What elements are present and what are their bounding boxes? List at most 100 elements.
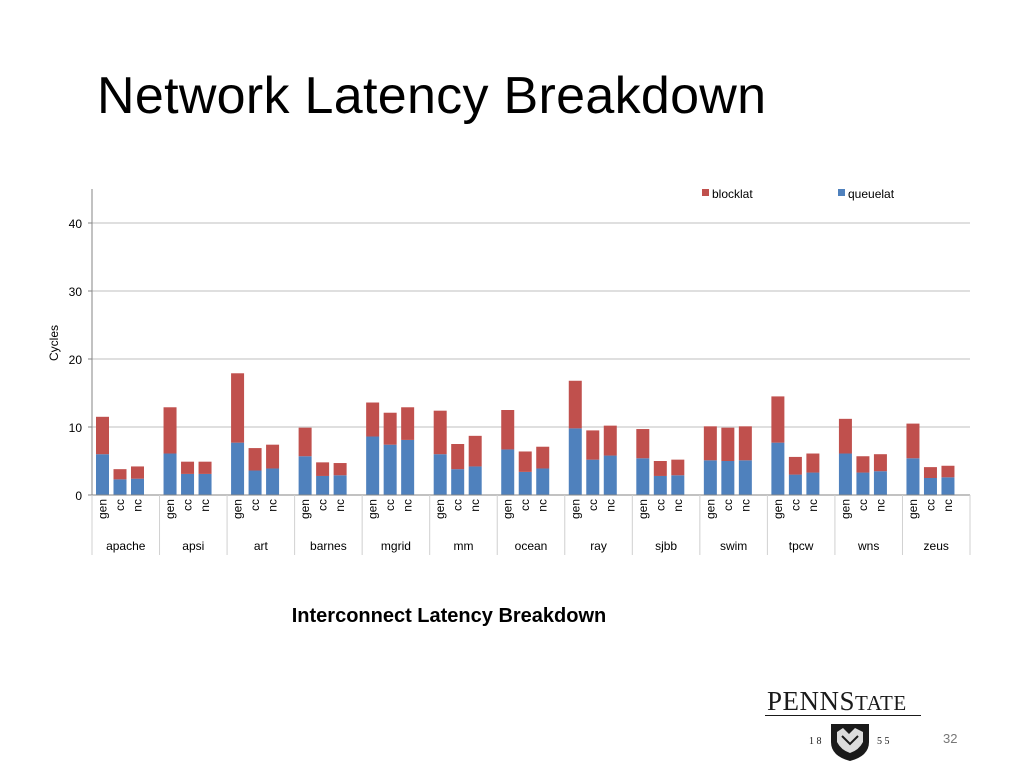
- bar-blocklat: [298, 427, 312, 457]
- figure-caption: Interconnect Latency Breakdown: [291, 605, 607, 627]
- bar-queuelat: [163, 453, 177, 495]
- bar-queuelat: [771, 442, 785, 495]
- bar-queuelat: [941, 477, 955, 495]
- bar-queuelat: [298, 456, 312, 495]
- bar-blocklat: [198, 461, 212, 474]
- bar-blocklat: [788, 456, 802, 475]
- x-group-label: apache: [106, 539, 146, 553]
- bar-queuelat: [501, 449, 515, 495]
- shield-icon: [831, 724, 869, 761]
- x-sub-tick-label: gen: [838, 499, 852, 519]
- bar-blocklat: [468, 435, 482, 467]
- page-number: 32: [943, 731, 958, 746]
- legend-swatch: [702, 189, 709, 196]
- bar-blocklat: [163, 407, 177, 454]
- x-group-label: art: [254, 539, 269, 553]
- x-sub-tick-label: gen: [433, 499, 447, 519]
- bar-blocklat: [518, 451, 532, 472]
- bar-queuelat: [266, 468, 280, 495]
- x-sub-tick-label: cc: [856, 499, 870, 511]
- bar-blocklat: [941, 465, 955, 478]
- bar-blocklat: [501, 410, 515, 450]
- x-sub-tick-label: nc: [468, 499, 482, 512]
- bar-blocklat: [383, 412, 397, 445]
- bar-blocklat: [838, 418, 852, 454]
- legend-swatch: [838, 189, 845, 196]
- x-group-label: mgrid: [381, 539, 411, 553]
- x-group-label: wns: [857, 539, 879, 553]
- bar-queuelat: [738, 460, 752, 495]
- x-sub-tick-label: nc: [873, 499, 887, 512]
- bar-queuelat: [468, 466, 482, 495]
- x-group-label: ray: [590, 539, 607, 553]
- x-sub-tick-label: cc: [653, 499, 667, 511]
- bar-blocklat: [586, 430, 600, 460]
- x-sub-tick-label: gen: [501, 499, 515, 519]
- bar-queuelat: [636, 458, 650, 495]
- logo-year-right: 5 5: [877, 736, 890, 747]
- bar-queuelat: [333, 475, 347, 495]
- bar-queuelat: [721, 461, 735, 495]
- bar-blocklat: [401, 407, 415, 440]
- bar-blocklat: [96, 416, 109, 455]
- bar-blocklat: [636, 429, 650, 459]
- x-group-label: tpcw: [789, 539, 814, 553]
- bar-blocklat: [703, 426, 717, 461]
- bar-blocklat: [113, 469, 127, 480]
- x-sub-tick-label: nc: [401, 499, 415, 512]
- x-sub-tick-label: cc: [788, 499, 802, 511]
- bar-queuelat: [198, 473, 212, 495]
- logo-wordmark: PENNSTATE: [767, 686, 907, 716]
- bar-queuelat: [788, 474, 802, 495]
- bar-blocklat: [856, 456, 870, 473]
- bar-queuelat: [671, 475, 685, 495]
- x-group-label: ocean: [515, 539, 548, 553]
- bar-blocklat: [433, 410, 447, 455]
- y-tick-label: 0: [75, 489, 82, 503]
- bar-queuelat: [316, 475, 330, 495]
- bar-blocklat: [316, 462, 330, 476]
- x-sub-tick-label: nc: [266, 499, 280, 512]
- x-sub-tick-label: gen: [231, 499, 245, 519]
- x-sub-tick-label: nc: [131, 499, 145, 512]
- x-group-label: barnes: [310, 539, 347, 553]
- x-group-label: apsi: [182, 539, 204, 553]
- x-sub-tick-label: gen: [96, 499, 110, 519]
- x-sub-tick-label: gen: [163, 499, 177, 519]
- bars: [96, 373, 955, 495]
- x-sub-tick-label: gen: [703, 499, 717, 519]
- legend: blocklat queuelat: [702, 187, 895, 201]
- bar-queuelat: [568, 428, 582, 495]
- bar-blocklat: [536, 446, 550, 469]
- bar-queuelat: [586, 459, 600, 495]
- bar-blocklat: [451, 444, 465, 470]
- bar-queuelat: [231, 442, 245, 495]
- bar-blocklat: [738, 426, 752, 461]
- x-sub-tick-label: cc: [451, 499, 465, 511]
- bar-blocklat: [181, 461, 195, 474]
- y-tick-label: 40: [69, 217, 83, 231]
- bar-blocklat: [873, 454, 887, 472]
- gridlines: [92, 222, 970, 428]
- slide-title: Network Latency Breakdown: [97, 67, 767, 125]
- x-sub-tick-label: nc: [198, 499, 212, 512]
- bar-queuelat: [113, 479, 127, 495]
- bar-queuelat: [451, 469, 465, 495]
- legend-label: blocklat: [712, 187, 753, 201]
- x-sub-tick-label: nc: [671, 499, 685, 512]
- bar-blocklat: [366, 402, 380, 437]
- x-sub-tick-label: gen: [771, 499, 785, 519]
- x-group-label: zeus: [924, 539, 949, 553]
- bar-blocklat: [266, 444, 280, 469]
- axes: [88, 189, 971, 555]
- x-sub-tick-label: gen: [906, 499, 920, 519]
- x-sub-tick-label: cc: [113, 499, 127, 511]
- bar-queuelat: [248, 470, 262, 495]
- x-group-label: mm: [453, 539, 473, 553]
- bar-blocklat: [248, 448, 262, 471]
- x-group-label: swim: [720, 539, 747, 553]
- bar-queuelat: [536, 468, 550, 495]
- y-tick-label: 10: [69, 421, 83, 435]
